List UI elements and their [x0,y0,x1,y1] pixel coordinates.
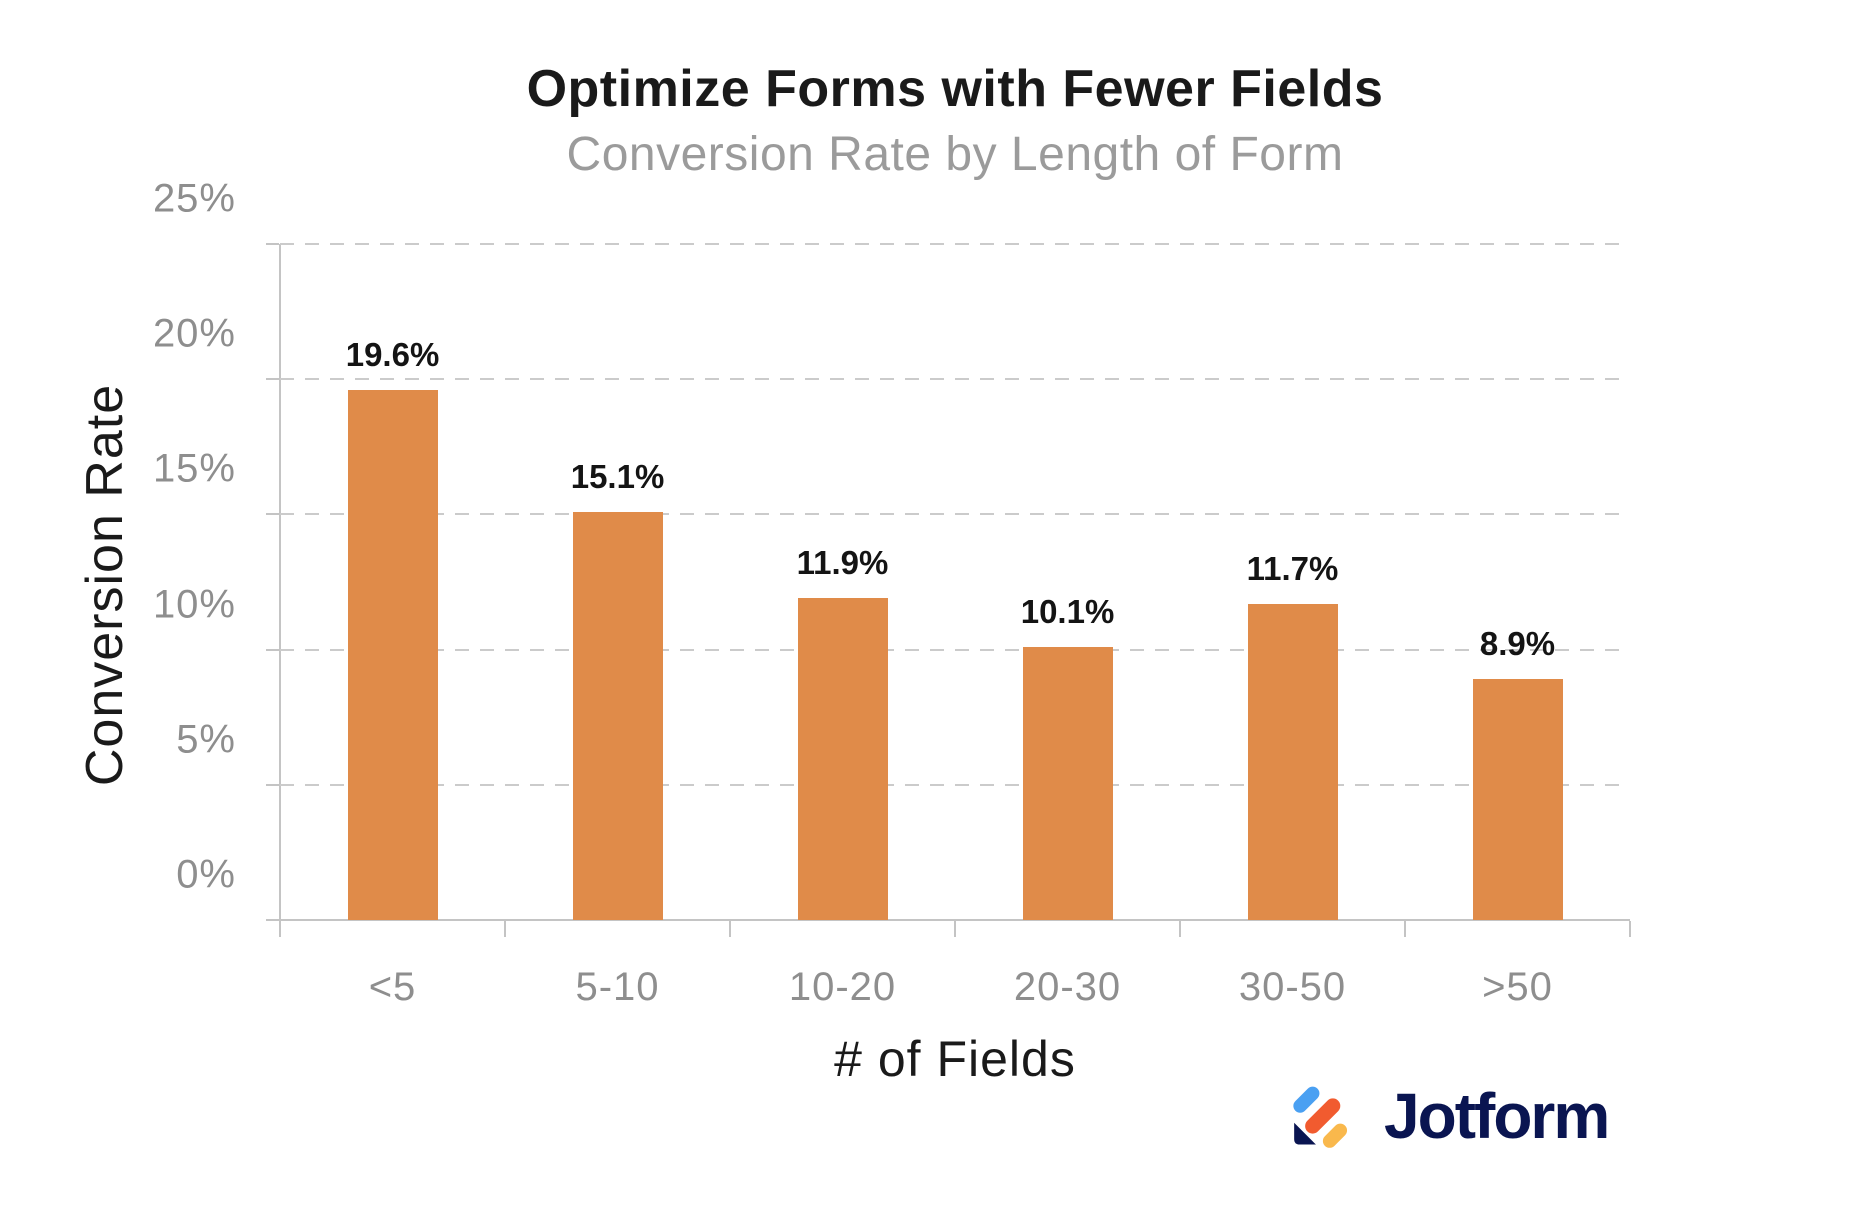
y-axis-tick [266,919,279,921]
jotform-logo: Jotform [1286,1080,1610,1152]
category-slot: 8.9% >50 [1405,244,1630,1009]
x-axis-tick [1179,921,1181,937]
bar [572,511,663,920]
category-slot: 19.6% <5 [280,244,505,1009]
bar-value-label: 8.9% [1479,625,1556,663]
x-axis-baseline [266,919,1630,921]
y-axis-line [279,244,281,921]
x-tick-label: 5-10 [575,965,660,1009]
y-axis-tick [266,648,279,651]
x-axis-tick [954,921,956,937]
y-tick-label: 20% [152,311,236,356]
x-tick-label: 30-50 [1238,965,1347,1009]
x-axis-tick [504,921,506,937]
bar-value-label: 11.9% [796,544,889,582]
x-axis-title: # of Fields [834,1031,1076,1087]
x-tick-label: 20-30 [1013,965,1122,1009]
bar [1247,603,1338,920]
bar-value-label: 19.6% [345,336,440,374]
y-axis-tick [266,513,279,516]
x-axis-tick [1404,921,1406,937]
y-tick-label: 0% [176,852,236,897]
x-tick-label: <5 [368,965,417,1009]
bar-value-label: 15.1% [570,457,665,495]
gridline-20% [280,378,1630,381]
logo-blue-stroke [1293,1086,1320,1113]
category-slot: 15.1% 5-10 [505,244,730,1009]
gridline-10% [280,648,1630,651]
x-axis-tick [1629,921,1631,937]
y-tick-label: 5% [176,717,236,762]
y-tick-label: 25% [152,176,236,221]
y-axis-tick [266,783,279,786]
jotform-wordmark: Jotform [1384,1080,1610,1152]
y-axis-tick [266,243,279,245]
x-axis-tick [729,921,731,937]
chart-title: Optimize Forms with Fewer Fields [526,60,1384,118]
category-slot: 11.7% 30-50 [1180,244,1405,1009]
logo-yellow-stroke [1322,1123,1348,1148]
y-tick-label: 10% [152,582,236,627]
plot-area: 0% 5% 10% 15% 20% 25% 19.6% <5 15.1% 5-10 11.9% 10-… [153,177,1631,1009]
category-slot: 10.1% 20-30 [955,244,1180,1009]
logo-orange-stroke [1305,1098,1341,1134]
bar [347,390,438,920]
bar [1022,646,1113,920]
gridline-15% [280,513,1630,516]
category-slot: 11.9% 10-20 [730,244,955,1009]
y-tick-label: 15% [152,446,236,491]
bar-value-label: 11.7% [1246,549,1339,587]
chart-subtitle: Conversion Rate by Length of Form [566,128,1344,182]
y-axis-tick [266,378,279,381]
bar [1472,679,1563,920]
x-tick-label: >50 [1482,965,1553,1009]
jotform-logo-icon [1293,1086,1348,1148]
x-axis-tick [279,921,281,937]
chart-header: Optimize Forms with Fewer Fields Convers… [280,58,1630,184]
gridline-25% [280,243,1630,245]
bar-value-label: 10.1% [1020,592,1115,630]
bar [797,598,888,920]
x-tick-label: 10-20 [788,965,897,1009]
gridline-5% [280,783,1630,786]
